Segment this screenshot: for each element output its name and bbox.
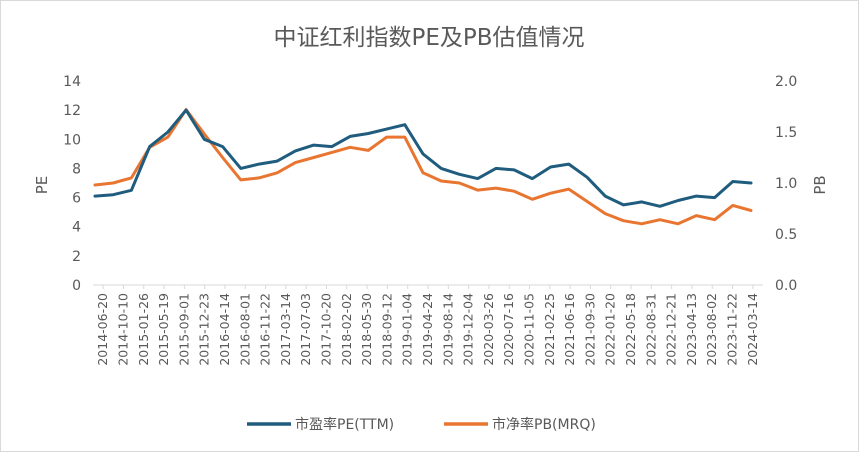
x-tick-label: 2021-06-16	[562, 293, 577, 366]
x-tick-label: 2016-04-14	[217, 293, 232, 366]
left-tick-label: 8	[72, 161, 81, 177]
x-tick-label: 2022-08-31	[643, 293, 658, 366]
x-tick-label: 2019-08-14	[440, 293, 455, 366]
series-lines	[93, 108, 753, 226]
left-tick-label: 10	[63, 132, 81, 148]
x-tick-label: 2023-11-22	[725, 293, 740, 366]
x-tick-label: 2016-11-22	[258, 293, 273, 366]
right-tick-label: 0.0	[775, 278, 797, 294]
right-tick-label: 0.5	[775, 227, 797, 243]
chart-title: 中证红利指数PE及PB估值情况	[273, 25, 584, 51]
pb-series-line	[93, 108, 753, 226]
left-tick-label: 4	[72, 220, 81, 236]
left-axis-ticks: 0 2 4 6 8 10 12 14	[63, 74, 81, 294]
left-axis-title: PE	[33, 176, 51, 195]
x-tick-label: 2018-05-30	[359, 293, 374, 366]
x-tick-label: 2019-04-24	[420, 293, 435, 366]
legend-label-pe: 市盈率PE(TTM)	[295, 416, 394, 433]
left-tick-label: 2	[72, 249, 81, 265]
x-tick-label: 2015-09-01	[176, 293, 191, 366]
left-tick-label: 0	[72, 278, 81, 294]
x-tick-label: 2017-03-14	[278, 293, 293, 366]
x-tick-label: 2021-09-30	[582, 293, 597, 366]
x-tick-label: 2014-06-20	[95, 293, 110, 366]
x-tick-label: 2019-12-04	[461, 293, 476, 366]
x-tick-label: 2014-10-10	[115, 293, 130, 366]
x-tick-label: 2016-08-01	[237, 293, 252, 366]
x-tick-label: 2019-01-04	[400, 293, 415, 366]
x-tick-label: 2022-05-18	[623, 293, 638, 366]
x-tick-label: 2022-01-20	[603, 293, 618, 366]
x-tick-label: 2018-09-12	[379, 293, 394, 366]
pe-series-line	[93, 108, 753, 208]
x-tick-label: 2022-12-21	[664, 293, 679, 366]
legend: 市盈率PE(TTM) 市净率PB(MRQ)	[247, 416, 596, 433]
x-tick-label: 2015-01-26	[136, 293, 151, 366]
x-tick-label: 2020-03-26	[481, 293, 496, 366]
x-tick-label: 2020-11-05	[522, 293, 537, 366]
right-axis-ticks: 0.0 0.5 1.0 1.5 2.0	[775, 74, 797, 294]
x-tick-label: 2017-10-20	[318, 293, 333, 366]
left-tick-label: 12	[63, 103, 81, 119]
x-tick-label: 2015-12-23	[197, 293, 212, 366]
x-tick-label: 2015-05-19	[156, 293, 171, 366]
x-tick-label: 2018-02-02	[339, 293, 354, 366]
x-tick-label: 2020-07-16	[501, 293, 516, 366]
legend-label-pb: 市净率PB(MRQ)	[492, 416, 596, 433]
x-tick-label: 2024-03-14	[745, 293, 760, 366]
x-tick-label: 2021-02-25	[542, 293, 557, 366]
left-tick-label: 6	[72, 191, 81, 207]
right-tick-label: 2.0	[775, 74, 797, 90]
right-axis-title: PB	[811, 175, 829, 194]
right-tick-label: 1.5	[775, 125, 797, 141]
left-tick-label: 14	[63, 74, 81, 90]
x-tick-label: 2023-04-13	[684, 293, 699, 366]
x-tick-label: 2023-08-02	[704, 293, 719, 366]
right-tick-label: 1.0	[775, 176, 797, 192]
x-axis-ticks: 2014-06-20 2014-10-10 2015-01-26 2015-05-19…	[95, 285, 760, 366]
x-tick-label: 2017-07-03	[298, 293, 313, 366]
